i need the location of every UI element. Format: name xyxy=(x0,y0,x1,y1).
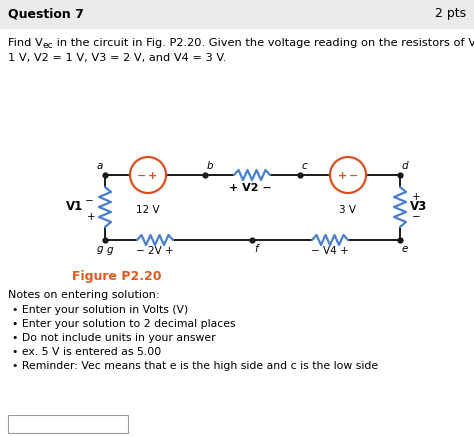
Bar xyxy=(0,0,474,28)
Text: +: + xyxy=(87,212,95,222)
Text: c: c xyxy=(302,161,308,171)
Text: 3 V: 3 V xyxy=(339,205,356,215)
Text: a: a xyxy=(97,161,103,171)
Text: • Enter your solution in Volts (V): • Enter your solution in Volts (V) xyxy=(12,305,188,315)
Text: Question 7: Question 7 xyxy=(8,7,84,21)
Text: in the circuit in Fig. P2.20. Given the voltage reading on the resistors of V1 =: in the circuit in Fig. P2.20. Given the … xyxy=(53,38,474,48)
Text: f: f xyxy=(254,244,258,254)
Text: • ex. 5 V is entered as 5.00: • ex. 5 V is entered as 5.00 xyxy=(12,347,161,357)
Text: e: e xyxy=(402,244,409,254)
Text: +: + xyxy=(148,171,158,181)
Text: g: g xyxy=(96,244,103,254)
Text: • Reminder: Vec means that e is the high side and c is the low side: • Reminder: Vec means that e is the high… xyxy=(12,361,378,371)
Text: Notes on entering solution:: Notes on entering solution: xyxy=(8,290,159,300)
Text: + V2 −: + V2 − xyxy=(228,183,272,193)
Text: V3: V3 xyxy=(410,201,427,214)
Text: −: − xyxy=(349,171,359,181)
Text: • Do not include units in your answer: • Do not include units in your answer xyxy=(12,333,216,343)
Text: +: + xyxy=(412,192,420,202)
Text: Figure P2.20: Figure P2.20 xyxy=(72,270,162,283)
Text: Find V: Find V xyxy=(8,38,43,48)
Text: d: d xyxy=(402,161,409,171)
Text: −: − xyxy=(137,171,146,181)
Text: g: g xyxy=(107,245,114,255)
Text: 12 V: 12 V xyxy=(136,205,160,215)
Text: • Enter your solution to 2 decimal places: • Enter your solution to 2 decimal place… xyxy=(12,319,236,329)
Text: +: + xyxy=(338,171,347,181)
Text: −: − xyxy=(411,212,420,222)
Text: 2 pts: 2 pts xyxy=(435,7,466,21)
Text: b: b xyxy=(207,161,214,171)
Text: − 2V +: − 2V + xyxy=(136,246,174,256)
Text: −: − xyxy=(85,196,93,206)
Text: V1: V1 xyxy=(66,201,83,214)
FancyBboxPatch shape xyxy=(8,415,128,433)
Text: 1 V, V2 = 1 V, V3 = 2 V, and V4 = 3 V.: 1 V, V2 = 1 V, V3 = 2 V, and V4 = 3 V. xyxy=(8,53,226,63)
Text: − V4 +: − V4 + xyxy=(311,246,349,256)
Text: ec: ec xyxy=(43,41,54,50)
